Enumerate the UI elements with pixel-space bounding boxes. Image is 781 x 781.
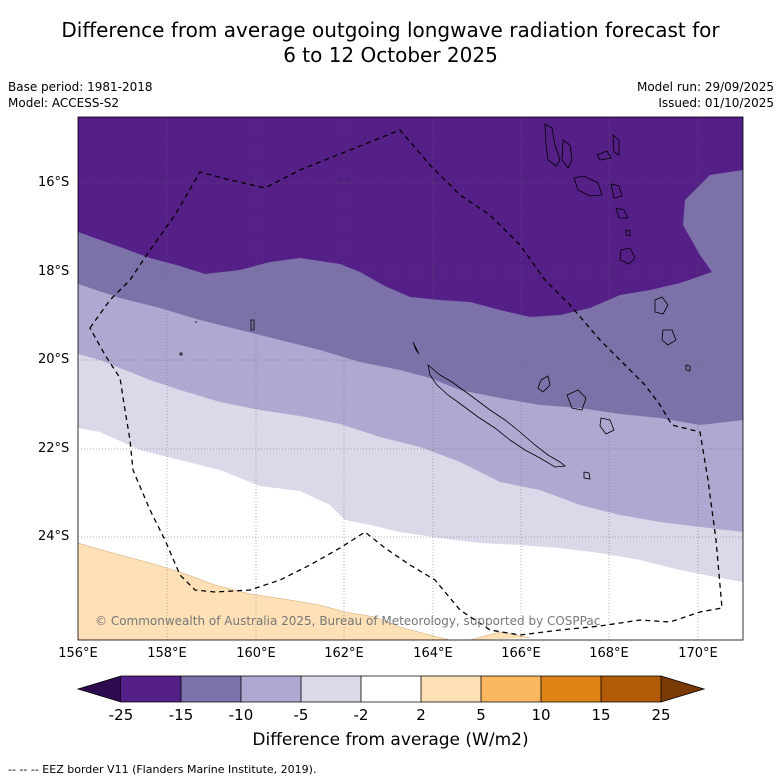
model-name: Model: ACCESS-S2 bbox=[8, 96, 120, 110]
colorbar-tick: -10 bbox=[228, 706, 254, 724]
colorbar-tick: 25 bbox=[651, 706, 671, 724]
colorbar-segment bbox=[301, 676, 361, 702]
graticule bbox=[78, 117, 743, 640]
band-minus-15 bbox=[78, 117, 743, 317]
lat-label: 20°S bbox=[38, 352, 70, 367]
lat-label: 22°S bbox=[38, 441, 70, 456]
title-line-2: 6 to 12 October 2025 bbox=[283, 43, 498, 67]
lon-label: 162°E bbox=[324, 646, 364, 661]
lat-label: 24°S bbox=[38, 529, 70, 544]
new-caledonia-island bbox=[427, 363, 567, 468]
left-metadata: Base period: 1981-2018 Model: ACCESS-S2 bbox=[8, 79, 153, 111]
colorbar-tick: 5 bbox=[476, 706, 486, 724]
colorbar bbox=[76, 675, 706, 703]
copyright-notice: © Commonwealth of Australia 2025, Bureau… bbox=[95, 614, 601, 628]
chart-title: Difference from average outgoing longwav… bbox=[0, 18, 781, 68]
colorbar-segment bbox=[241, 676, 301, 702]
colorbar-tick: -5 bbox=[293, 706, 309, 724]
map-frame bbox=[77, 116, 744, 641]
colorbar-title: Difference from average (W/m2) bbox=[252, 730, 529, 750]
colorbar-over-arrow bbox=[660, 675, 706, 703]
lon-label: 158°E bbox=[147, 646, 187, 661]
colorbar-tick: -2 bbox=[353, 706, 369, 724]
lon-label: 166°E bbox=[501, 646, 541, 661]
lat-label: 18°S bbox=[38, 264, 70, 279]
lon-label: 164°E bbox=[413, 646, 453, 661]
right-metadata: Model run: 29/09/2025 Issued: 01/10/2025 bbox=[637, 79, 774, 111]
colorbar-tick: 15 bbox=[591, 706, 611, 724]
lon-label: 170°E bbox=[678, 646, 718, 661]
lon-label: 156°E bbox=[58, 646, 98, 661]
colorbar-segment bbox=[481, 676, 541, 702]
colorbar-tick: -25 bbox=[108, 706, 134, 724]
colorbar-segment bbox=[121, 676, 181, 702]
lon-label: 168°E bbox=[589, 646, 629, 661]
colorbar-tick: 10 bbox=[531, 706, 551, 724]
lat-label: 16°S bbox=[38, 175, 70, 190]
base-period: Base period: 1981-2018 bbox=[8, 80, 153, 94]
anomaly-field bbox=[78, 117, 743, 640]
eez-border bbox=[89, 129, 723, 636]
colorbar-segment bbox=[541, 676, 601, 702]
vanuatu-islands bbox=[544, 123, 691, 372]
colorbar-tick: -15 bbox=[168, 706, 194, 724]
colorbar-tick: 2 bbox=[416, 706, 426, 724]
model-run: Model run: 29/09/2025 bbox=[636, 80, 774, 94]
colorbar-segment bbox=[421, 676, 481, 702]
band-plus-2 bbox=[78, 543, 450, 640]
colorbar-segment bbox=[601, 676, 661, 702]
lon-label: 160°E bbox=[236, 646, 276, 661]
colorbar-under-arrow bbox=[76, 675, 122, 703]
issued-date: Issued: 01/10/2025 bbox=[658, 96, 774, 110]
eez-footnote: -- -- -- EEZ border V11 (Flanders Marine… bbox=[8, 763, 317, 776]
colorbar-segment bbox=[181, 676, 241, 702]
colorbar-segment bbox=[361, 676, 421, 702]
title-line-1: Difference from average outgoing longwav… bbox=[61, 18, 720, 42]
